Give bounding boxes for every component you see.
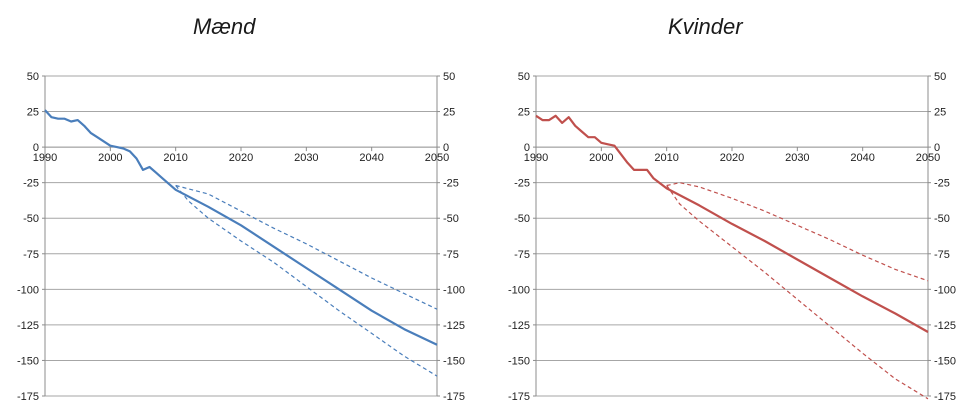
y-tick-label-right-kvinder: -150	[934, 355, 956, 367]
y-tick-label-right-kvinder: -25	[934, 178, 950, 190]
y-tick-label-right-maend: 0	[443, 142, 449, 154]
y-tick-label-right-maend: 25	[443, 107, 455, 119]
x-tick-label-maend: 2030	[294, 152, 318, 164]
series-line-kvinder-main	[535, 114, 929, 333]
y-tick-label-left-maend: -100	[17, 284, 39, 296]
x-tick-label-maend: 2050	[425, 152, 449, 164]
y-tick-label-right-kvinder: 50	[934, 71, 946, 83]
y-tick-label-left-kvinder: -125	[508, 320, 530, 332]
y-tick-label-left-kvinder: -25	[514, 178, 530, 190]
y-tick-label-right-maend: -50	[443, 213, 459, 225]
y-tick-label-left-maend: 50	[27, 71, 39, 83]
y-tick-label-right-kvinder: -125	[934, 320, 956, 332]
y-tick-label-left-kvinder: 50	[518, 71, 530, 83]
y-tick-label-right-maend: -75	[443, 249, 459, 261]
y-tick-label-right-maend: -150	[443, 355, 465, 367]
chart-title-kvinder: Kvinder	[668, 14, 743, 39]
y-tick-label-right-maend: -100	[443, 284, 465, 296]
y-tick-label-left-maend: -175	[17, 391, 39, 401]
series-line-kvinder-bound-2	[666, 185, 929, 400]
x-tick-label-kvinder: 2030	[785, 152, 809, 164]
x-tick-label-kvinder: 2020	[720, 152, 744, 164]
y-tick-label-right-kvinder: -50	[934, 213, 950, 225]
y-tick-label-left-kvinder: -50	[514, 213, 530, 225]
y-tick-label-right-maend: -175	[443, 391, 465, 401]
y-tick-label-left-maend: 25	[27, 107, 39, 119]
series-line-maend-bound-1	[175, 184, 438, 310]
y-tick-label-left-kvinder: 25	[518, 107, 530, 119]
y-tick-label-left-kvinder: -100	[508, 284, 530, 296]
y-tick-label-right-kvinder: 0	[934, 142, 940, 154]
series-line-kvinder-bound-1	[666, 182, 929, 282]
y-tick-label-right-maend: -125	[443, 320, 465, 332]
x-tick-label-maend: 2010	[163, 152, 187, 164]
x-tick-label-kvinder: 2010	[654, 152, 678, 164]
y-tick-label-left-kvinder: -175	[508, 391, 530, 401]
y-tick-label-left-kvinder: -150	[508, 355, 530, 367]
y-tick-label-left-maend: -25	[23, 178, 39, 190]
x-tick-label-maend: 2020	[229, 152, 253, 164]
x-tick-label-maend: 2000	[98, 152, 122, 164]
y-tick-label-left-maend: -125	[17, 320, 39, 332]
x-tick-label-kvinder: 1990	[524, 152, 548, 164]
y-tick-label-left-maend: -150	[17, 355, 39, 367]
y-tick-label-left-kvinder: 0	[524, 142, 530, 154]
x-tick-label-kvinder: 2040	[850, 152, 874, 164]
x-tick-label-kvinder: 2000	[589, 152, 613, 164]
y-tick-label-left-maend: -50	[23, 213, 39, 225]
y-tick-label-right-maend: -25	[443, 178, 459, 190]
x-tick-label-maend: 1990	[33, 152, 57, 164]
chart-title-maend: Mænd	[193, 14, 256, 39]
y-tick-label-left-maend: 0	[33, 142, 39, 154]
x-tick-label-kvinder: 2050	[916, 152, 940, 164]
y-tick-label-left-kvinder: -75	[514, 249, 530, 261]
y-tick-label-right-kvinder: -75	[934, 249, 950, 261]
series-line-maend-main	[44, 109, 438, 346]
series-line-maend-bound-2	[175, 185, 438, 377]
y-tick-label-right-kvinder: -175	[934, 391, 956, 401]
y-tick-label-right-kvinder: -100	[934, 284, 956, 296]
y-tick-label-right-maend: 50	[443, 71, 455, 83]
y-tick-label-right-kvinder: 25	[934, 107, 946, 119]
x-tick-label-maend: 2040	[359, 152, 383, 164]
y-tick-label-left-maend: -75	[23, 249, 39, 261]
